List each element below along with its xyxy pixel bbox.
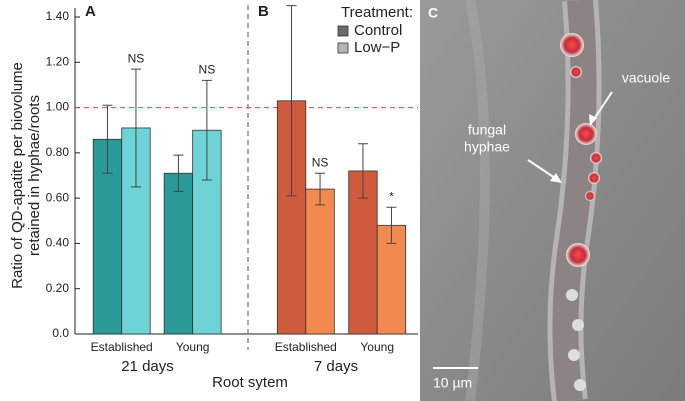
group-label: 7 days	[314, 358, 358, 375]
scale-label: 10 µm	[433, 375, 472, 391]
background-hypha	[465, 0, 490, 401]
bar	[305, 188, 335, 335]
value-label: NS	[128, 51, 145, 65]
panel-label: A	[85, 3, 96, 20]
x-tick-label: Established	[91, 340, 153, 354]
y-tick-label: 0.20	[46, 281, 70, 295]
y-tick-label: 0.40	[46, 236, 70, 250]
value-label: NS	[199, 63, 216, 77]
y-tick-label: 1.40	[46, 9, 70, 23]
error-bar	[201, 79, 212, 181]
chart: 0.0 0.20 0.40 0.60 0.80 1.00 1.20 1.40 Ratio of …	[9, 3, 418, 391]
y-tick-label: 1.20	[46, 54, 70, 68]
legend-swatch	[337, 42, 349, 54]
error-bar	[102, 104, 113, 174]
y-axis-label: Ratio of QD-apatite per biovolume	[9, 62, 26, 289]
vacuole-dot	[590, 152, 602, 164]
hypha-lumen	[552, 0, 597, 401]
legend-swatch	[337, 25, 349, 37]
x-tick-label: Young	[176, 340, 210, 354]
error-bar	[357, 143, 368, 199]
value-label: *	[389, 189, 394, 203]
error-bar	[386, 206, 397, 244]
error-bar	[315, 172, 326, 206]
vacuole-dot	[560, 33, 584, 57]
bar	[163, 172, 194, 335]
y-tick-label: 1.00	[46, 100, 70, 114]
vesicle	[568, 349, 580, 361]
y-tick-label: 0.60	[46, 190, 70, 204]
arrow	[527, 159, 559, 181]
vesicle	[566, 289, 578, 301]
legend-title: Treatment:	[341, 4, 413, 21]
arrow	[591, 91, 613, 123]
y-axis-label: retained in hyphae/roots	[26, 95, 43, 256]
vesicle	[574, 379, 586, 391]
vacuole-dot	[570, 66, 582, 78]
error-bar	[173, 154, 184, 192]
error-bar	[286, 5, 297, 197]
annotation: vacuole	[622, 70, 670, 86]
panel-label: C	[428, 5, 438, 21]
vacuole-dot	[575, 123, 597, 145]
vacuole-dot	[566, 243, 590, 267]
error-bar	[130, 68, 141, 188]
panel-label: B	[258, 3, 269, 20]
vesicle	[572, 319, 584, 331]
x-axis-label: Root sytem	[212, 374, 288, 391]
value-label: NS	[312, 155, 329, 169]
legend-label: Control	[354, 22, 402, 39]
arrowhead	[550, 173, 562, 183]
annotation: fungal	[468, 122, 506, 138]
y-tick-label: 0.0	[52, 326, 69, 340]
annotation: hyphae	[464, 139, 510, 155]
vacuole-dot	[585, 191, 595, 201]
group-label: 21 days	[121, 358, 174, 375]
vacuole-dot	[588, 172, 600, 184]
micrograph: C vacuole fungal hyphae 10 µm	[420, 0, 685, 401]
x-tick-label: Young	[360, 340, 394, 354]
y-tick-label: 0.80	[46, 145, 70, 159]
x-tick-label: Established	[275, 340, 337, 354]
arrowhead	[589, 114, 597, 126]
legend-label: Low−P	[354, 39, 400, 56]
